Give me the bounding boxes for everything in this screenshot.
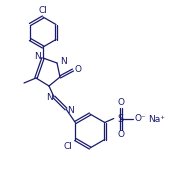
Text: N: N [60, 56, 66, 65]
Text: O: O [117, 98, 124, 107]
Text: Cl: Cl [64, 142, 73, 151]
Text: Na⁺: Na⁺ [148, 115, 165, 124]
Text: S: S [118, 114, 124, 124]
Text: O: O [74, 65, 82, 73]
Text: N: N [68, 105, 74, 115]
Text: O: O [117, 130, 124, 139]
Text: Cl: Cl [39, 6, 48, 14]
Text: O⁻: O⁻ [135, 114, 147, 123]
Text: N: N [34, 51, 40, 60]
Text: N: N [46, 92, 52, 102]
